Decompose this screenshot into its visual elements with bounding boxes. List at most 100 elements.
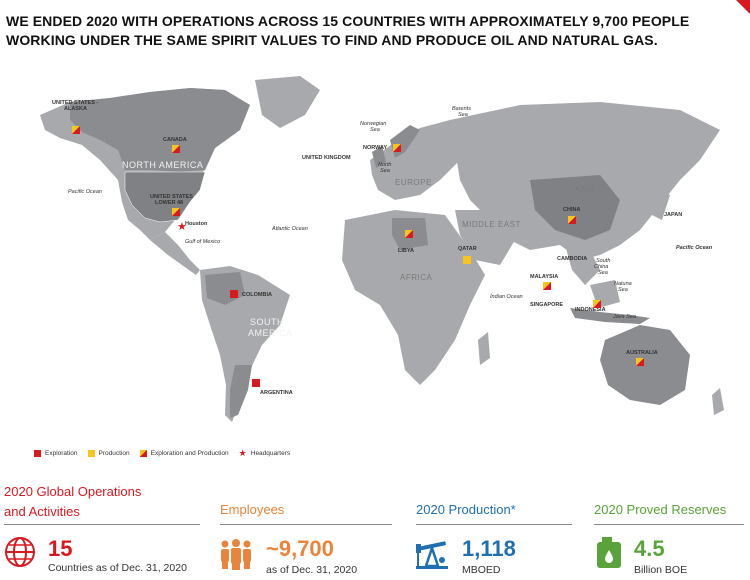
label-south-china-sea-2: China [594,264,608,270]
headquarters-star-icon: ★ [177,221,187,233]
label-us-lower48-2: LOWER 48 [155,200,183,206]
legend-both: Exploration and Production [139,450,229,457]
new-zealand [712,388,724,415]
us-lower48-region [124,171,206,223]
japan-island [652,190,670,220]
south-america-landmass [200,266,290,422]
southeast-asia [565,245,600,285]
canada-region [70,88,250,172]
indonesia-islands [570,308,650,324]
marker-us-lower48 [172,208,180,216]
region-north-america: NORTH AMERICA [122,160,203,170]
legend-hq: ★ Headquarters [238,448,291,458]
label-barents-sea-2: Sea [458,112,468,118]
label-canada: CANADA [163,137,187,143]
stat-title-line2: and Activities [4,504,80,519]
label-libya: LIBYA [398,248,414,254]
marker-colombia [230,290,238,298]
label-pacific-ocean: Pacific Ocean [68,189,102,195]
argentina-region [230,365,252,418]
people-icon [221,539,251,570]
label-china: CHINA [563,207,580,213]
label-natuna-sea-2: Sea [618,287,628,293]
label-north-sea: North [378,162,391,168]
region-europe: EUROPE [395,178,432,187]
central-america [150,232,200,275]
stat-divider-employees [220,524,392,525]
label-norwegian-sea-2: Sea [370,127,380,133]
pump-jack-icon [416,541,448,569]
label-uk: UNITED KINGDOM [302,155,351,161]
uk-island [372,146,386,168]
world-map: NORTH AMERICA SOUTH AMERICA EUROPE ASIA … [40,76,724,422]
globe-icon [5,537,35,567]
stat-divider [4,524,200,525]
legend-production: Production [87,450,130,457]
label-natuna-sea: Natuna [614,281,632,287]
label-atlantic-ocean: Atlantic Ocean [271,226,308,232]
marker-norway [393,144,401,152]
marker-australia [636,358,644,366]
label-australia: AUSTRALIA [626,350,658,356]
label-us-alaska: UNITED STATES - [52,100,98,106]
legend-exploration: Exploration [34,450,78,457]
stat-sub-countries: Countries as of Dec. 31, 2020 [48,562,187,574]
stat-title: 2020 Global Operations [4,484,142,499]
region-middle-east: MIDDLE EAST [462,220,521,229]
africa-landmass [342,210,485,385]
marker-argentina [252,379,260,387]
hq-star-icon: ★ [238,448,247,458]
label-cambodia: CAMBODIA [557,256,587,262]
label-norway: NORWAY [363,145,387,151]
label-indian-ocean: Indian Ocean [490,294,523,300]
label-north-sea-2: Sea [380,168,390,174]
stat-divider-production [416,524,572,525]
region-asia: ASIA [575,185,595,194]
map-legend: Exploration Production Exploration and P… [34,448,291,458]
page-headline: WE ENDED 2020 WITH OPERATIONS ACROSS 15 … [6,13,690,48]
label-argentina: ARGENTINA [260,390,293,396]
label-gulf-of-mexico: Gulf of Mexico [185,239,220,245]
stat-employees: Employees [220,500,284,520]
stat-value-employees: ~9,700 [266,536,334,561]
marker-qatar [463,256,471,264]
label-us-lower48: UNITED STATES [150,194,193,200]
both-swatch-icon [139,450,147,457]
china-region [530,175,620,240]
marker-malaysia [543,282,551,290]
exploration-swatch-icon [34,450,41,457]
marker-indonesia [593,300,601,308]
label-barents-sea: Barents [452,106,471,112]
region-south-america: SOUTH [250,317,284,327]
label-japan: JAPAN [664,212,682,218]
label-south-china-sea-3: Sea [598,270,608,276]
label-pacific-ocean-2: Pacific Ocean [676,245,713,251]
stat-title-production: 2020 Production* [416,502,516,517]
corner-accent [736,0,750,14]
australia-landmass [600,325,690,405]
stat-sub-production: MBOED [462,564,501,576]
stat-production: 2020 Production* [416,500,516,520]
label-qatar: QATAR [458,246,477,252]
region-africa: AFRICA [400,273,433,282]
greenland [255,76,320,128]
label-java-sea: Java Sea [612,314,636,320]
stat-reserves: 2020 Proved Reserves [594,500,726,520]
label-singapore: SINGAPORE [530,302,563,308]
stat-sub-employees: as of Dec. 31, 2020 [266,564,358,576]
stat-divider-reserves [594,524,744,525]
marker-china [568,216,576,224]
label-malaysia: MALAYSIA [530,274,558,280]
label-indonesia: INDONESIA [575,307,606,313]
oil-can-icon [597,537,621,568]
marker-alaska [72,126,80,134]
stat-value-production: 1,118 [462,536,516,561]
stat-title-employees: Employees [220,502,285,517]
stat-sub-reserves: Billion BOE [634,564,688,576]
europe-landmass [370,120,470,200]
marker-libya [405,230,413,238]
madagascar [478,332,490,365]
label-south-china-sea: South [596,258,610,264]
region-south-america-2: AMERICA [248,328,293,338]
stat-value-reserves: 4.5 [634,536,665,561]
